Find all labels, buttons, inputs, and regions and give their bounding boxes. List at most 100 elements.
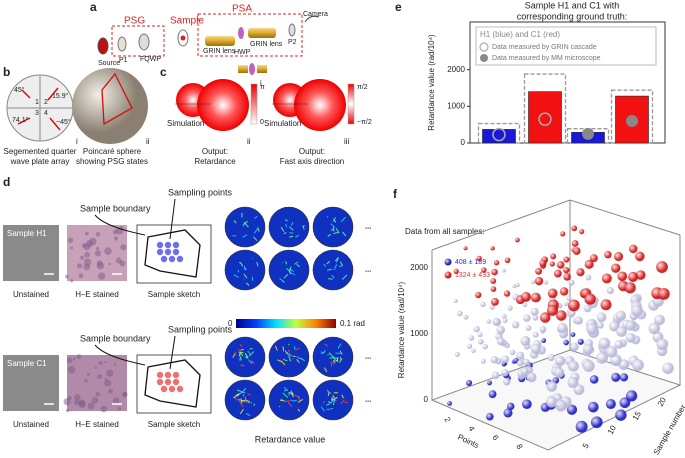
he-texture	[94, 366, 98, 369]
grin-marker	[538, 112, 552, 126]
texture	[242, 394, 245, 397]
sphere	[534, 276, 544, 286]
arrow	[17, 117, 31, 125]
sphere	[477, 332, 483, 338]
he-texture	[70, 246, 74, 250]
texture	[279, 278, 285, 283]
arrow	[169, 335, 176, 370]
tag: ii	[247, 137, 251, 146]
he-texture	[97, 374, 103, 380]
legend-mm	[480, 54, 488, 62]
boundary	[144, 359, 201, 408]
label: 0.1 rad	[340, 319, 365, 328]
label: 2	[44, 99, 48, 106]
label: 74.1°	[12, 116, 29, 124]
dot-blue	[156, 248, 164, 256]
sphere	[577, 338, 584, 345]
sphere	[550, 253, 557, 260]
he-texture	[91, 397, 99, 404]
texture	[320, 351, 323, 355]
sphere	[576, 268, 585, 277]
sphere	[522, 314, 531, 322]
texture	[240, 364, 245, 367]
dot-blue	[164, 241, 172, 249]
retardance-map	[224, 206, 266, 248]
dot-blue	[176, 255, 184, 263]
texture	[239, 351, 244, 357]
texture	[239, 351, 244, 354]
sphere	[575, 420, 588, 433]
psg-box	[111, 25, 165, 57]
sphere	[471, 348, 476, 354]
he-texture	[67, 237, 74, 243]
sphere	[516, 359, 524, 367]
sphere	[628, 244, 638, 254]
psg-path	[101, 72, 133, 126]
label: •••	[365, 227, 371, 233]
label: 0	[228, 319, 233, 328]
he-texture	[86, 372, 90, 376]
dot-blue	[156, 241, 164, 249]
sphere	[574, 316, 583, 325]
he-texture	[73, 357, 76, 360]
label: Poincaré sphere	[83, 147, 142, 156]
texture	[247, 350, 251, 355]
he-texture	[108, 388, 113, 394]
sphere	[530, 292, 541, 303]
sphere	[547, 288, 558, 299]
texture	[331, 274, 335, 279]
dot-blue	[160, 255, 168, 263]
unstained-image	[3, 355, 59, 411]
label: GRIN lens	[203, 48, 236, 55]
sphere	[473, 325, 480, 333]
sphere	[584, 293, 596, 305]
y-axis-label: Sample number	[652, 403, 685, 457]
sphere	[447, 400, 453, 406]
he-texture	[84, 378, 88, 383]
texture	[289, 266, 292, 272]
label: Sampling points	[168, 187, 233, 197]
label: π/2	[357, 84, 368, 91]
sphere	[571, 240, 579, 247]
sphere	[605, 399, 616, 410]
label: wave plate array	[10, 157, 70, 166]
he-texture	[97, 272, 106, 280]
x-tick-label: 8	[514, 443, 524, 452]
label: Unstained	[13, 420, 49, 429]
texture	[244, 352, 249, 359]
texture	[236, 389, 243, 393]
panel-label: f	[393, 187, 398, 201]
texture	[293, 346, 296, 350]
he-texture	[123, 391, 128, 396]
legend-entry: Data measured by GRIN cascade	[492, 44, 597, 51]
inset-hwp	[249, 63, 255, 75]
he-texture	[73, 399, 80, 406]
texture	[300, 357, 305, 362]
sphere	[463, 314, 469, 320]
texture	[291, 392, 294, 398]
he-texture	[94, 250, 102, 257]
label: P1	[119, 57, 128, 64]
texture	[324, 367, 328, 373]
sphere	[596, 351, 609, 364]
texture	[328, 352, 333, 357]
texture	[282, 358, 288, 362]
texture	[318, 359, 320, 361]
he-texture	[80, 255, 85, 260]
z-axis-label: Retardance value (rad/10⁴)	[397, 281, 406, 378]
texture	[327, 392, 330, 396]
texture	[327, 233, 331, 237]
he-texture	[84, 251, 90, 258]
sphere	[503, 408, 513, 418]
texture	[322, 400, 326, 404]
texture	[332, 395, 335, 399]
dot-red	[176, 385, 184, 393]
texture	[296, 356, 301, 360]
legend-box	[475, 26, 657, 66]
texture	[238, 400, 242, 404]
sphere	[616, 326, 627, 337]
sphere	[506, 402, 515, 411]
sphere	[486, 412, 494, 421]
texture	[320, 406, 325, 412]
sphere	[586, 322, 599, 335]
